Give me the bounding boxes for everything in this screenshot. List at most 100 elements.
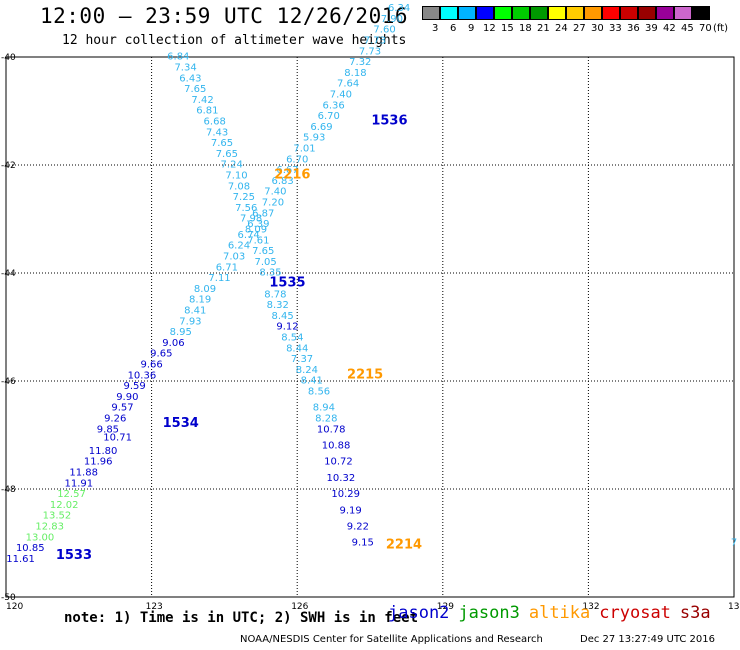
wave-height-value: 9.22 — [347, 522, 369, 533]
legend-label: 45 — [681, 23, 694, 34]
wave-height-value: 9.59 — [123, 381, 145, 392]
legend-swatch — [458, 6, 476, 20]
wave-height-value: 11.96 — [84, 457, 113, 468]
wave-height-value: 6.43 — [179, 73, 201, 84]
legend-swatch — [422, 6, 440, 20]
wave-height-value: 9.19 — [339, 505, 361, 516]
wave-height-value: 8.35 — [259, 268, 281, 279]
wave-height-value: 9.06 — [162, 338, 184, 349]
wave-height-value: 7.20 — [262, 198, 284, 209]
wave-height-value: 13.52 — [43, 511, 72, 522]
wave-height-value: 8.41 — [184, 306, 206, 317]
legend-swatch — [512, 6, 530, 20]
pass-time-label: 2214 — [386, 537, 422, 552]
legend-swatch — [620, 6, 638, 20]
wave-height-value: 7.98 — [240, 214, 262, 225]
wave-height-value: 8.18 — [344, 68, 366, 79]
wave-height-value: 7.42 — [191, 95, 213, 106]
wave-height-value: 7.93 — [179, 316, 201, 327]
wave-height-value: 10.32 — [327, 473, 356, 484]
wave-height-value: 7.34 — [174, 63, 196, 74]
wave-height-value: 9.85 — [97, 424, 119, 435]
wave-height-value: 6.67 — [276, 165, 298, 176]
legend-units: (ft) — [713, 23, 729, 34]
wave-height-value: 9.57 — [111, 403, 133, 414]
wave-height-value: 10.85 — [16, 543, 45, 554]
wave-height-value: 8.78 — [264, 289, 286, 300]
legend-label: 30 — [591, 23, 604, 34]
wave-height-value: 7.65 — [184, 84, 206, 95]
wave-height-value: 6.69 — [310, 122, 332, 133]
wave-height-value: 8.24 — [296, 365, 318, 376]
lat-tick-label: -48 — [1, 485, 16, 495]
legend-swatch — [692, 6, 710, 20]
wave-height-value: 6.70 — [318, 111, 340, 122]
legend-label: 3 — [432, 23, 439, 34]
legend-swatch — [440, 6, 458, 20]
wave-height-value: 10.29 — [331, 489, 360, 500]
wave-height-value: 9.26 — [104, 414, 126, 425]
lon-tick-label: 135 — [728, 602, 740, 612]
wave-height-value: 11.80 — [89, 446, 118, 457]
lon-tick-label: 132 — [582, 602, 599, 612]
footer-timestamp: Dec 27 13:27:49 UTC 2016 — [580, 634, 715, 645]
wave-height-value: 7.65 — [211, 138, 233, 149]
wave-height-value: 12.83 — [35, 522, 64, 533]
legend-swatch — [530, 6, 548, 20]
wave-height-value: 7.01 — [293, 144, 315, 155]
wave-height-value: 6.36 — [322, 100, 344, 111]
wave-height-value: 7.32 — [349, 57, 371, 68]
wave-height-value: 6.34 — [388, 3, 410, 14]
lon-tick-label: 123 — [146, 602, 163, 612]
wave-height-value: 10.72 — [324, 457, 353, 468]
legend-swatch — [638, 6, 656, 20]
wave-height-value: 12.02 — [50, 500, 79, 511]
wave-height-value: 8.56 — [308, 387, 330, 398]
wave-height-value: 13.00 — [26, 532, 55, 543]
legend-swatch — [584, 6, 602, 20]
legend-label: 39 — [645, 23, 658, 34]
wave-height-value: 12.57 — [57, 489, 86, 500]
wave-height-value: 10.71 — [103, 432, 132, 443]
satellite-name-cryosat: cryosat — [599, 603, 671, 623]
wave-height-value: 7.40 — [264, 187, 286, 198]
wave-height-value: 6.70 — [286, 154, 308, 165]
wave-height-value: 6.87 — [252, 208, 274, 219]
note-text: note: 1) Time is in UTC; 2) SWH is in fe… — [64, 610, 419, 626]
wave-height-value: 11.88 — [69, 468, 98, 479]
lon-tick-label: 126 — [291, 602, 308, 612]
lon-tick-label: 120 — [6, 602, 23, 612]
wave-height-value: 11.61 — [6, 554, 35, 565]
wave-height-value: 7.65 — [252, 246, 274, 257]
wave-height-value: 9.12 — [276, 322, 298, 333]
wave-height-value: 7.56 — [235, 203, 257, 214]
satellite-legend: jason2 jason3 altika cryosat s3a — [388, 603, 720, 623]
wave-height-value: 8.28 — [315, 414, 337, 425]
wave-height-value: 7.24 — [221, 160, 243, 171]
pass-time-label: 2215 — [347, 367, 383, 382]
legend-label: 24 — [555, 23, 568, 34]
wave-height-value: 10.78 — [317, 424, 346, 435]
wave-height-value: 11.91 — [64, 478, 93, 489]
wave-height-value: 6.84 — [167, 52, 189, 63]
wave-height-value: 7.03 — [223, 252, 245, 263]
satellite-name-s3a: s3a — [679, 603, 711, 623]
wave-height-value: 6.24 — [228, 241, 250, 252]
legend-label: 15 — [501, 23, 514, 34]
lon-tick-label: 129 — [437, 602, 454, 612]
pass-time-label: 1534 — [163, 416, 199, 431]
wave-height-value: 7.73 — [359, 46, 381, 57]
legend-swatch — [656, 6, 674, 20]
legend-swatch — [548, 6, 566, 20]
wave-height-value: 7.73 — [364, 36, 386, 47]
wave-height-value: 9.66 — [140, 360, 162, 371]
wave-height-value: 8.32 — [267, 300, 289, 311]
wave-height-value: 7.43 — [206, 127, 228, 138]
wave-height-value: 8.09 — [245, 225, 267, 236]
wave-height-value: 7.08 — [228, 181, 250, 192]
lat-tick-label: -46 — [1, 377, 16, 387]
wave-height-value: 6.39 — [247, 219, 269, 230]
lat-tick-label: -44 — [1, 269, 16, 279]
legend-label: 42 — [663, 23, 676, 34]
pass-time-label: 2216 — [274, 168, 310, 183]
